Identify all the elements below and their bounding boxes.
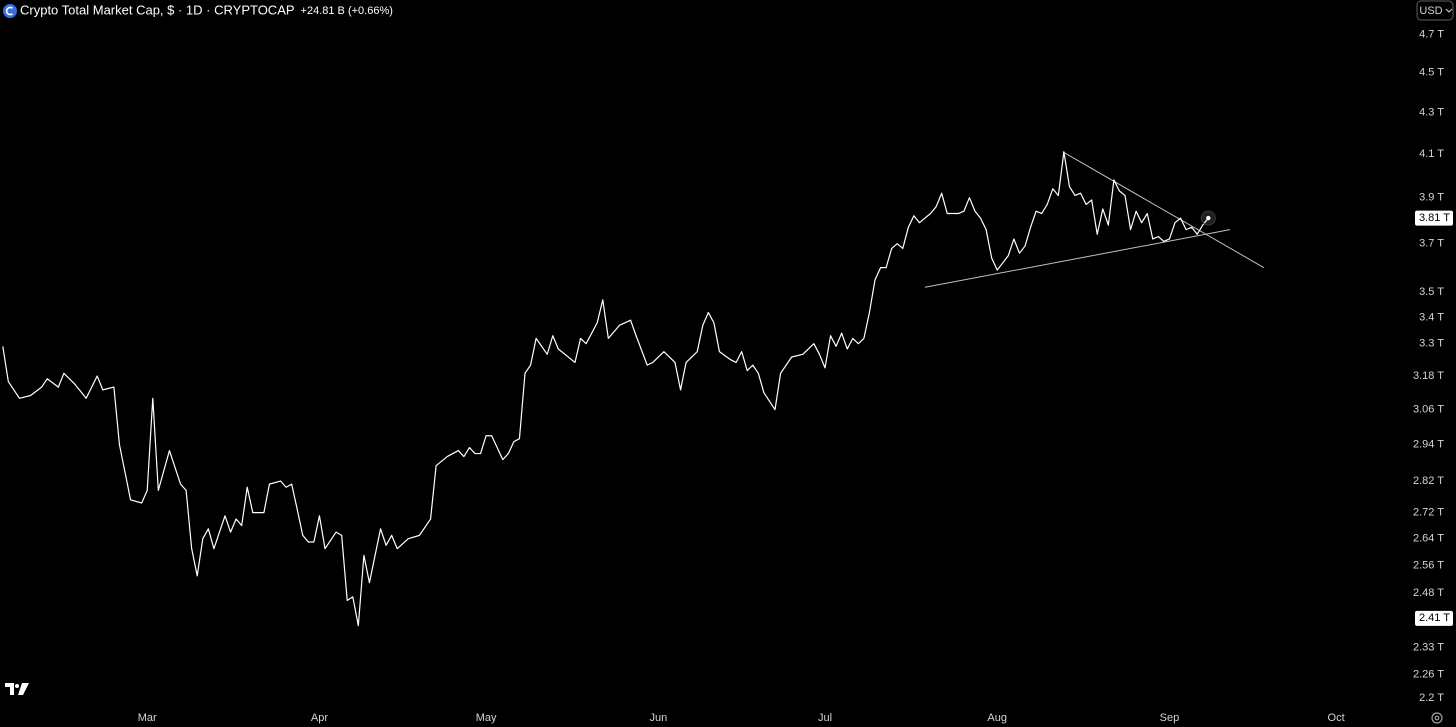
settings-ring[interactable] [1431, 712, 1443, 724]
settings-icon[interactable] [1431, 712, 1443, 724]
y-tick-label: 3.5 T [1419, 286, 1444, 298]
x-tick-label: Apr [311, 712, 328, 724]
y-tick-label: 3.06 T [1413, 404, 1444, 416]
y-tick-label: 3.9 T [1419, 192, 1444, 204]
price-change: +24.81 B (+0.66%) [301, 5, 393, 17]
y-tick-label: 4.3 T [1419, 106, 1444, 118]
currency-label[interactable]: USD [1419, 5, 1442, 17]
logo-part [15, 684, 19, 688]
logo-part [5, 683, 14, 695]
price-line [2, 151, 1209, 627]
y-tick-label: 4.1 T [1419, 148, 1444, 160]
x-tick-label: Jul [818, 712, 832, 724]
chart-title: Crypto Total Market Cap, $ · 1D · CRYPTO… [20, 2, 295, 17]
symbol-icon [3, 4, 17, 18]
x-tick-label: Aug [987, 712, 1007, 724]
logo-part [18, 683, 29, 695]
y-tick-label: 2.82 T [1413, 475, 1444, 487]
price-label-box [1415, 210, 1453, 226]
x-tick-label: Jun [649, 712, 667, 724]
price-label-box [1415, 610, 1453, 626]
price-label: 2.41 T [1419, 612, 1450, 624]
y-tick-label: 3.7 T [1419, 238, 1444, 250]
y-tick-label: 2.64 T [1413, 533, 1444, 545]
y-tick-label: 4.7 T [1419, 29, 1444, 41]
y-tick-label: 2.72 T [1413, 506, 1444, 518]
logo [5, 683, 29, 695]
y-tick-label: 3.3 T [1419, 338, 1444, 350]
y-tick-label: 2.56 T [1413, 559, 1444, 571]
y-tick-label: 2.2 T [1419, 692, 1444, 704]
currency-caret [1445, 8, 1453, 13]
x-tick-label: Sep [1160, 712, 1180, 724]
x-tick-label: Oct [1328, 712, 1345, 724]
y-tick-label: 4.5 T [1419, 67, 1444, 79]
trendline [1062, 151, 1265, 269]
symbol-icon-glyph [5, 6, 14, 16]
price-label: 3.81 T [1419, 212, 1450, 224]
y-tick-label: 2.26 T [1413, 668, 1444, 680]
last-price-dot [1206, 215, 1211, 221]
x-tick-label: May [476, 712, 497, 724]
y-tick-label: 3.4 T [1419, 311, 1444, 323]
trendline [924, 229, 1231, 288]
y-tick-label: 2.94 T [1413, 439, 1444, 451]
y-tick-label: 2.33 T [1413, 642, 1444, 654]
settings-hub[interactable] [1434, 715, 1440, 721]
y-tick-label: 2.48 T [1413, 587, 1444, 599]
y-tick-label: 3.18 T [1413, 370, 1444, 382]
x-tick-label: Mar [138, 712, 157, 724]
currency-button[interactable] [1416, 0, 1454, 21]
